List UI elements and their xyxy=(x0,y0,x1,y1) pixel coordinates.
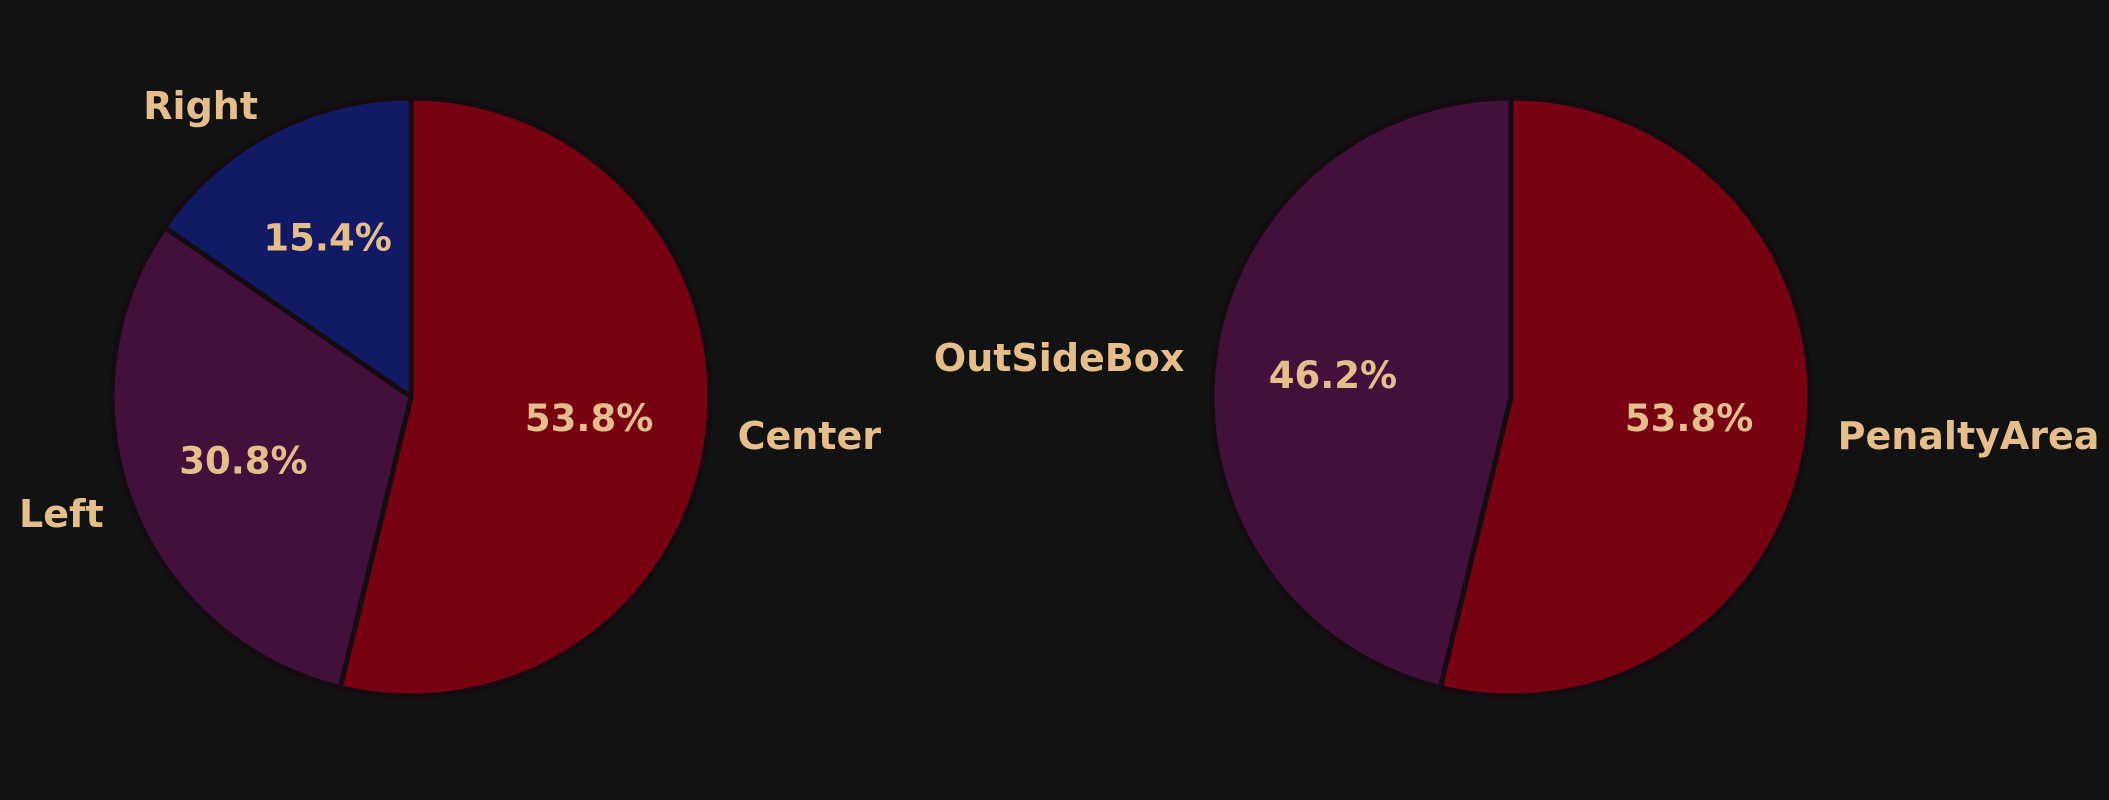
pie-slice-left xyxy=(109,224,414,691)
pie-pct-label-left: 30.8% xyxy=(179,439,307,482)
pie-category-label-center: Center xyxy=(738,414,882,458)
pie-chart-2: 53.8% PenaltyArea 46.2% OutSideBox xyxy=(934,95,2100,699)
pie-pct-label-outsidebox: 46.2% xyxy=(1269,354,1397,397)
pie-category-label-penaltyarea: PenaltyArea xyxy=(1838,414,2100,458)
pie-slice-penaltyarea xyxy=(1437,95,1813,699)
pie-pct-label-right: 15.4% xyxy=(263,217,391,260)
pie-category-label-left: Left xyxy=(19,492,104,536)
pie-slice-center xyxy=(337,95,713,699)
pie-pct-label-penaltyarea: 53.8% xyxy=(1625,397,1753,440)
pie-slice-right xyxy=(162,95,414,400)
pie-slice-outsidebox xyxy=(1209,95,1514,691)
pie-category-label-outsidebox: OutSideBox xyxy=(934,336,1184,380)
pie-pct-label-center: 53.8% xyxy=(525,397,653,440)
pie-chart-1: 53.8% Center 30.8% Left 15.4% Right xyxy=(19,84,882,699)
pie-category-label-right: Right xyxy=(143,84,258,128)
